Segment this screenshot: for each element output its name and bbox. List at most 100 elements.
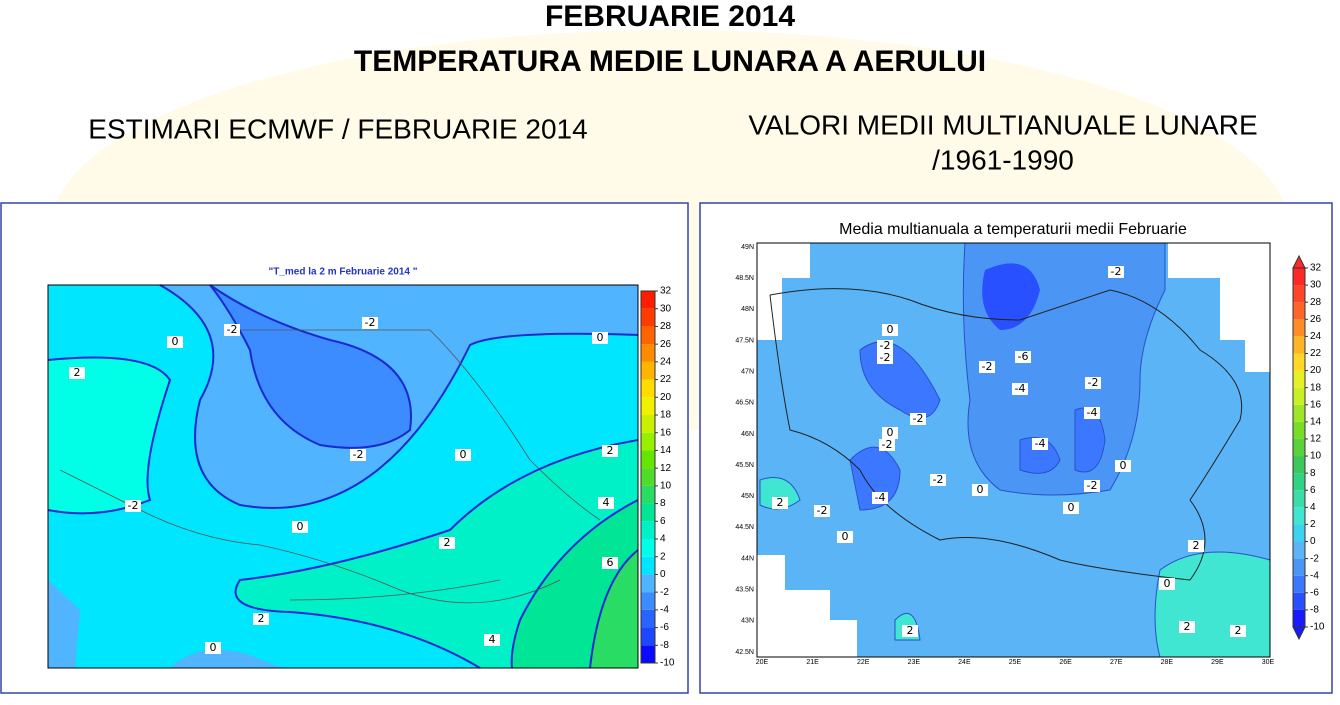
colorbar-bin bbox=[641, 415, 655, 433]
contour-label-box bbox=[1015, 351, 1031, 363]
contour-label: -2 bbox=[353, 448, 364, 461]
colorbar-label: -6 bbox=[660, 622, 669, 633]
colorbar-label: 8 bbox=[1310, 468, 1316, 479]
contour-label-box bbox=[972, 484, 988, 496]
lon-label: 28E bbox=[1161, 659, 1174, 666]
title: FEBRUARIE 2014 bbox=[545, 0, 795, 33]
colorbar-label: 24 bbox=[660, 356, 672, 367]
colorbar-bin bbox=[641, 574, 655, 593]
contour-label: -4 bbox=[1087, 406, 1098, 419]
colorbar-label: -8 bbox=[660, 640, 669, 651]
colorbar-bin bbox=[641, 468, 655, 486]
colorbar-label: 2 bbox=[1310, 519, 1316, 530]
right-map-title: Media multianuala a temperaturii medii F… bbox=[839, 221, 1187, 238]
contour-label: -4 bbox=[875, 491, 886, 504]
contour-label: 2 bbox=[777, 496, 784, 509]
contour-line bbox=[47, 284, 639, 669]
colorbar-label: 10 bbox=[660, 480, 672, 491]
contour-label-box bbox=[1188, 540, 1204, 552]
contour-label: -2 bbox=[933, 473, 944, 486]
border-line bbox=[769, 288, 1243, 581]
colorbar-label: 0 bbox=[1310, 536, 1316, 547]
contour-label: 2 bbox=[1193, 539, 1200, 552]
lat-label: 43.5N bbox=[735, 587, 754, 594]
colorbar-label: 10 bbox=[1310, 451, 1322, 462]
lat-label: 44N bbox=[741, 555, 754, 562]
colorbar-bin bbox=[641, 344, 655, 362]
colorbar-bin bbox=[641, 450, 655, 469]
lon-label: 26E bbox=[1059, 659, 1072, 666]
colorbar-bin bbox=[1293, 268, 1305, 286]
map-mask bbox=[757, 243, 1270, 657]
contour-label-box bbox=[1115, 460, 1131, 472]
colorbar-bin bbox=[641, 592, 655, 610]
colorbar-label: 18 bbox=[660, 410, 672, 421]
contour-label: 2 bbox=[258, 612, 265, 625]
contour-label-box bbox=[484, 634, 500, 646]
contour-label-box bbox=[439, 537, 455, 549]
colorbar-bin bbox=[1293, 456, 1305, 474]
contour-label: -4 bbox=[1015, 382, 1026, 395]
contour-label-box bbox=[872, 492, 888, 504]
lat-label: 49N bbox=[741, 244, 754, 251]
contour-label-box bbox=[1063, 502, 1079, 514]
contour-label-box bbox=[902, 625, 918, 637]
colorbar-label: 22 bbox=[660, 374, 672, 385]
map-frame bbox=[756, 242, 1271, 658]
colorbar-label: 30 bbox=[660, 303, 672, 314]
colorbar-label: 28 bbox=[660, 321, 672, 332]
lat-label: 43N bbox=[741, 618, 754, 625]
contour-label-box bbox=[1032, 438, 1048, 450]
contour-label: 0 bbox=[597, 331, 604, 344]
lon-label: 22E bbox=[857, 659, 870, 666]
contour-label-box bbox=[592, 332, 608, 344]
colorbar-label: 12 bbox=[660, 463, 672, 474]
lon-label: 29E bbox=[1211, 659, 1224, 666]
colorbar-frame bbox=[640, 290, 656, 664]
contour-label: 0 bbox=[887, 426, 894, 439]
lat-label: 45N bbox=[741, 493, 754, 500]
lon-label: 24E bbox=[958, 659, 971, 666]
colorbar-bin bbox=[641, 361, 655, 380]
lat-label: 48.5N bbox=[735, 275, 754, 282]
colorbar-bin bbox=[1293, 353, 1305, 371]
contour-label: -2 bbox=[913, 412, 924, 425]
contour-label: -2 bbox=[1088, 376, 1099, 389]
contour-label-box bbox=[837, 531, 853, 543]
contour-label-box bbox=[125, 500, 141, 512]
contour-label: 0 bbox=[842, 530, 849, 543]
map-fill bbox=[209, 284, 412, 449]
contour-label: -2 bbox=[982, 360, 993, 373]
colorbar-bin bbox=[641, 397, 655, 415]
colorbar-bin bbox=[641, 645, 655, 663]
left-map bbox=[47, 284, 639, 669]
lon-label: 21E bbox=[806, 659, 819, 666]
colorbar-bin bbox=[1293, 541, 1305, 559]
colorbar-label: 4 bbox=[1310, 502, 1316, 513]
lat-label: 45.5N bbox=[735, 462, 754, 469]
colorbar-label: 6 bbox=[660, 516, 666, 527]
colorbar-label: 8 bbox=[660, 498, 666, 509]
contour-label-box bbox=[1159, 578, 1175, 590]
colorbar-label: 32 bbox=[1310, 263, 1322, 274]
contour-label: 0 bbox=[977, 483, 984, 496]
colorbar-bin bbox=[641, 291, 655, 309]
contour-label: -2 bbox=[880, 351, 891, 364]
colorbar-label: 14 bbox=[1310, 416, 1322, 427]
colorbar-bin bbox=[641, 308, 655, 327]
contour-label-box bbox=[1085, 377, 1101, 389]
contour-label: 0 bbox=[1068, 501, 1075, 514]
colorbar-label: 26 bbox=[660, 339, 672, 350]
lat-label: 47.5N bbox=[735, 337, 754, 344]
contour-label-box bbox=[602, 557, 618, 569]
contour-label-box bbox=[882, 427, 898, 439]
contour-label-box bbox=[598, 497, 614, 509]
contour-label-box bbox=[350, 449, 366, 461]
lat-label: 48N bbox=[741, 306, 754, 313]
colorbar-bin bbox=[641, 326, 655, 345]
colorbar-label: 6 bbox=[1310, 485, 1316, 496]
contour-label-box bbox=[1084, 407, 1100, 419]
colorbar-label: 30 bbox=[1310, 280, 1322, 291]
lon-label: 30E bbox=[1262, 659, 1275, 666]
